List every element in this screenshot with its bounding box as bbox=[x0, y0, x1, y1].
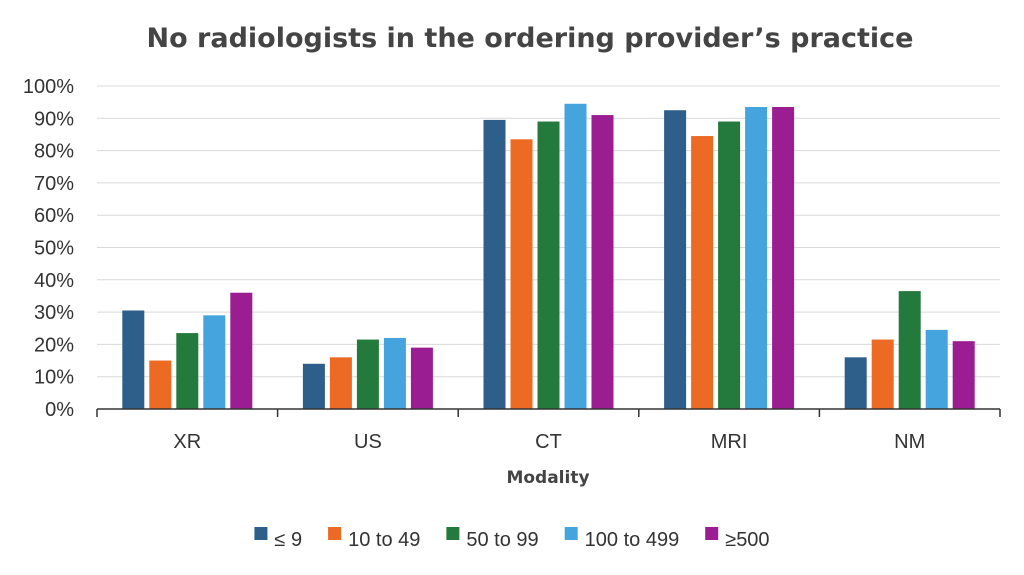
bar-mri-series-2 bbox=[691, 136, 714, 409]
bar-nm-series-3 bbox=[898, 291, 921, 409]
x-axis bbox=[96, 408, 1001, 417]
bar-ct-series-3 bbox=[537, 121, 560, 409]
y-axis-ticks: 0% 10% 20% 30% 40% 50% 60% 70% 80% 90% 100% bbox=[23, 76, 74, 421]
bar-us-series-3 bbox=[356, 339, 379, 409]
x-category-label: US bbox=[354, 431, 382, 453]
x-axis-label: Modality bbox=[506, 468, 589, 488]
bar-xr-series-2 bbox=[149, 360, 172, 409]
chart-title: No radiologists in the ordering provider… bbox=[147, 23, 914, 54]
bar-ct-series-1 bbox=[483, 119, 506, 409]
legend-label: ≥500 bbox=[725, 529, 769, 551]
y-tick-label: 50% bbox=[34, 238, 74, 260]
bar-mri-series-5 bbox=[772, 106, 795, 410]
bar-ct-series-2 bbox=[510, 139, 533, 410]
bar-mri-series-3 bbox=[718, 121, 741, 409]
bar-mri-series-4 bbox=[745, 106, 768, 410]
legend-label: 100 to 499 bbox=[585, 529, 680, 551]
legend-item: ≤ 9 bbox=[254, 527, 302, 551]
y-tick-label: 90% bbox=[34, 108, 74, 130]
legend-item: 100 to 499 bbox=[564, 527, 680, 551]
bar-us-series-5 bbox=[410, 347, 433, 409]
bar-xr-series-1 bbox=[122, 310, 145, 409]
bar-us-series-2 bbox=[329, 357, 352, 409]
bar-nm-series-2 bbox=[871, 339, 894, 409]
legend-swatch bbox=[254, 527, 268, 540]
y-tick-label: 80% bbox=[34, 141, 74, 163]
legend-label: ≤ 9 bbox=[274, 529, 302, 551]
x-category-label: NM bbox=[894, 431, 925, 453]
y-tick-label: 60% bbox=[34, 205, 74, 227]
legend-item: 50 to 99 bbox=[446, 527, 539, 551]
legend-label: 10 to 49 bbox=[348, 529, 420, 551]
y-tick-label: 20% bbox=[34, 334, 74, 356]
legend-swatch bbox=[705, 527, 719, 540]
x-category-label: CT bbox=[535, 431, 562, 453]
bar-xr-series-4 bbox=[203, 315, 226, 409]
bar-ct-series-5 bbox=[591, 115, 614, 409]
legend-swatch bbox=[446, 527, 460, 540]
legend-item: 10 to 49 bbox=[328, 527, 420, 551]
y-tick-label: 40% bbox=[34, 270, 74, 292]
y-tick-label: 30% bbox=[34, 302, 74, 324]
y-tick-label: 10% bbox=[34, 367, 74, 389]
bar-nm-series-5 bbox=[952, 341, 975, 409]
y-tick-label: 0% bbox=[45, 399, 74, 421]
legend-swatch bbox=[564, 527, 578, 540]
bar-xr-series-3 bbox=[176, 333, 199, 409]
bar-us-series-1 bbox=[302, 363, 325, 409]
bar-nm-series-1 bbox=[844, 357, 867, 409]
bars bbox=[122, 103, 975, 410]
bar-ct-series-4 bbox=[564, 103, 587, 409]
x-axis-categories: XR US CT MRI NM bbox=[173, 431, 925, 453]
legend-swatch bbox=[328, 527, 342, 540]
bar-mri-series-1 bbox=[664, 110, 687, 409]
bar-nm-series-4 bbox=[925, 329, 948, 409]
y-tick-label: 100% bbox=[23, 76, 74, 98]
legend-item: ≥500 bbox=[705, 527, 770, 551]
legend-label: 50 to 99 bbox=[466, 529, 538, 551]
x-category-label: MRI bbox=[711, 431, 748, 453]
bar-xr-series-5 bbox=[230, 292, 253, 409]
x-category-label: XR bbox=[173, 431, 201, 453]
legend: ≤ 9 10 to 49 50 to 99 100 to 499 ≥500 bbox=[254, 527, 770, 551]
bar-us-series-4 bbox=[383, 337, 406, 409]
y-tick-label: 70% bbox=[34, 173, 74, 195]
